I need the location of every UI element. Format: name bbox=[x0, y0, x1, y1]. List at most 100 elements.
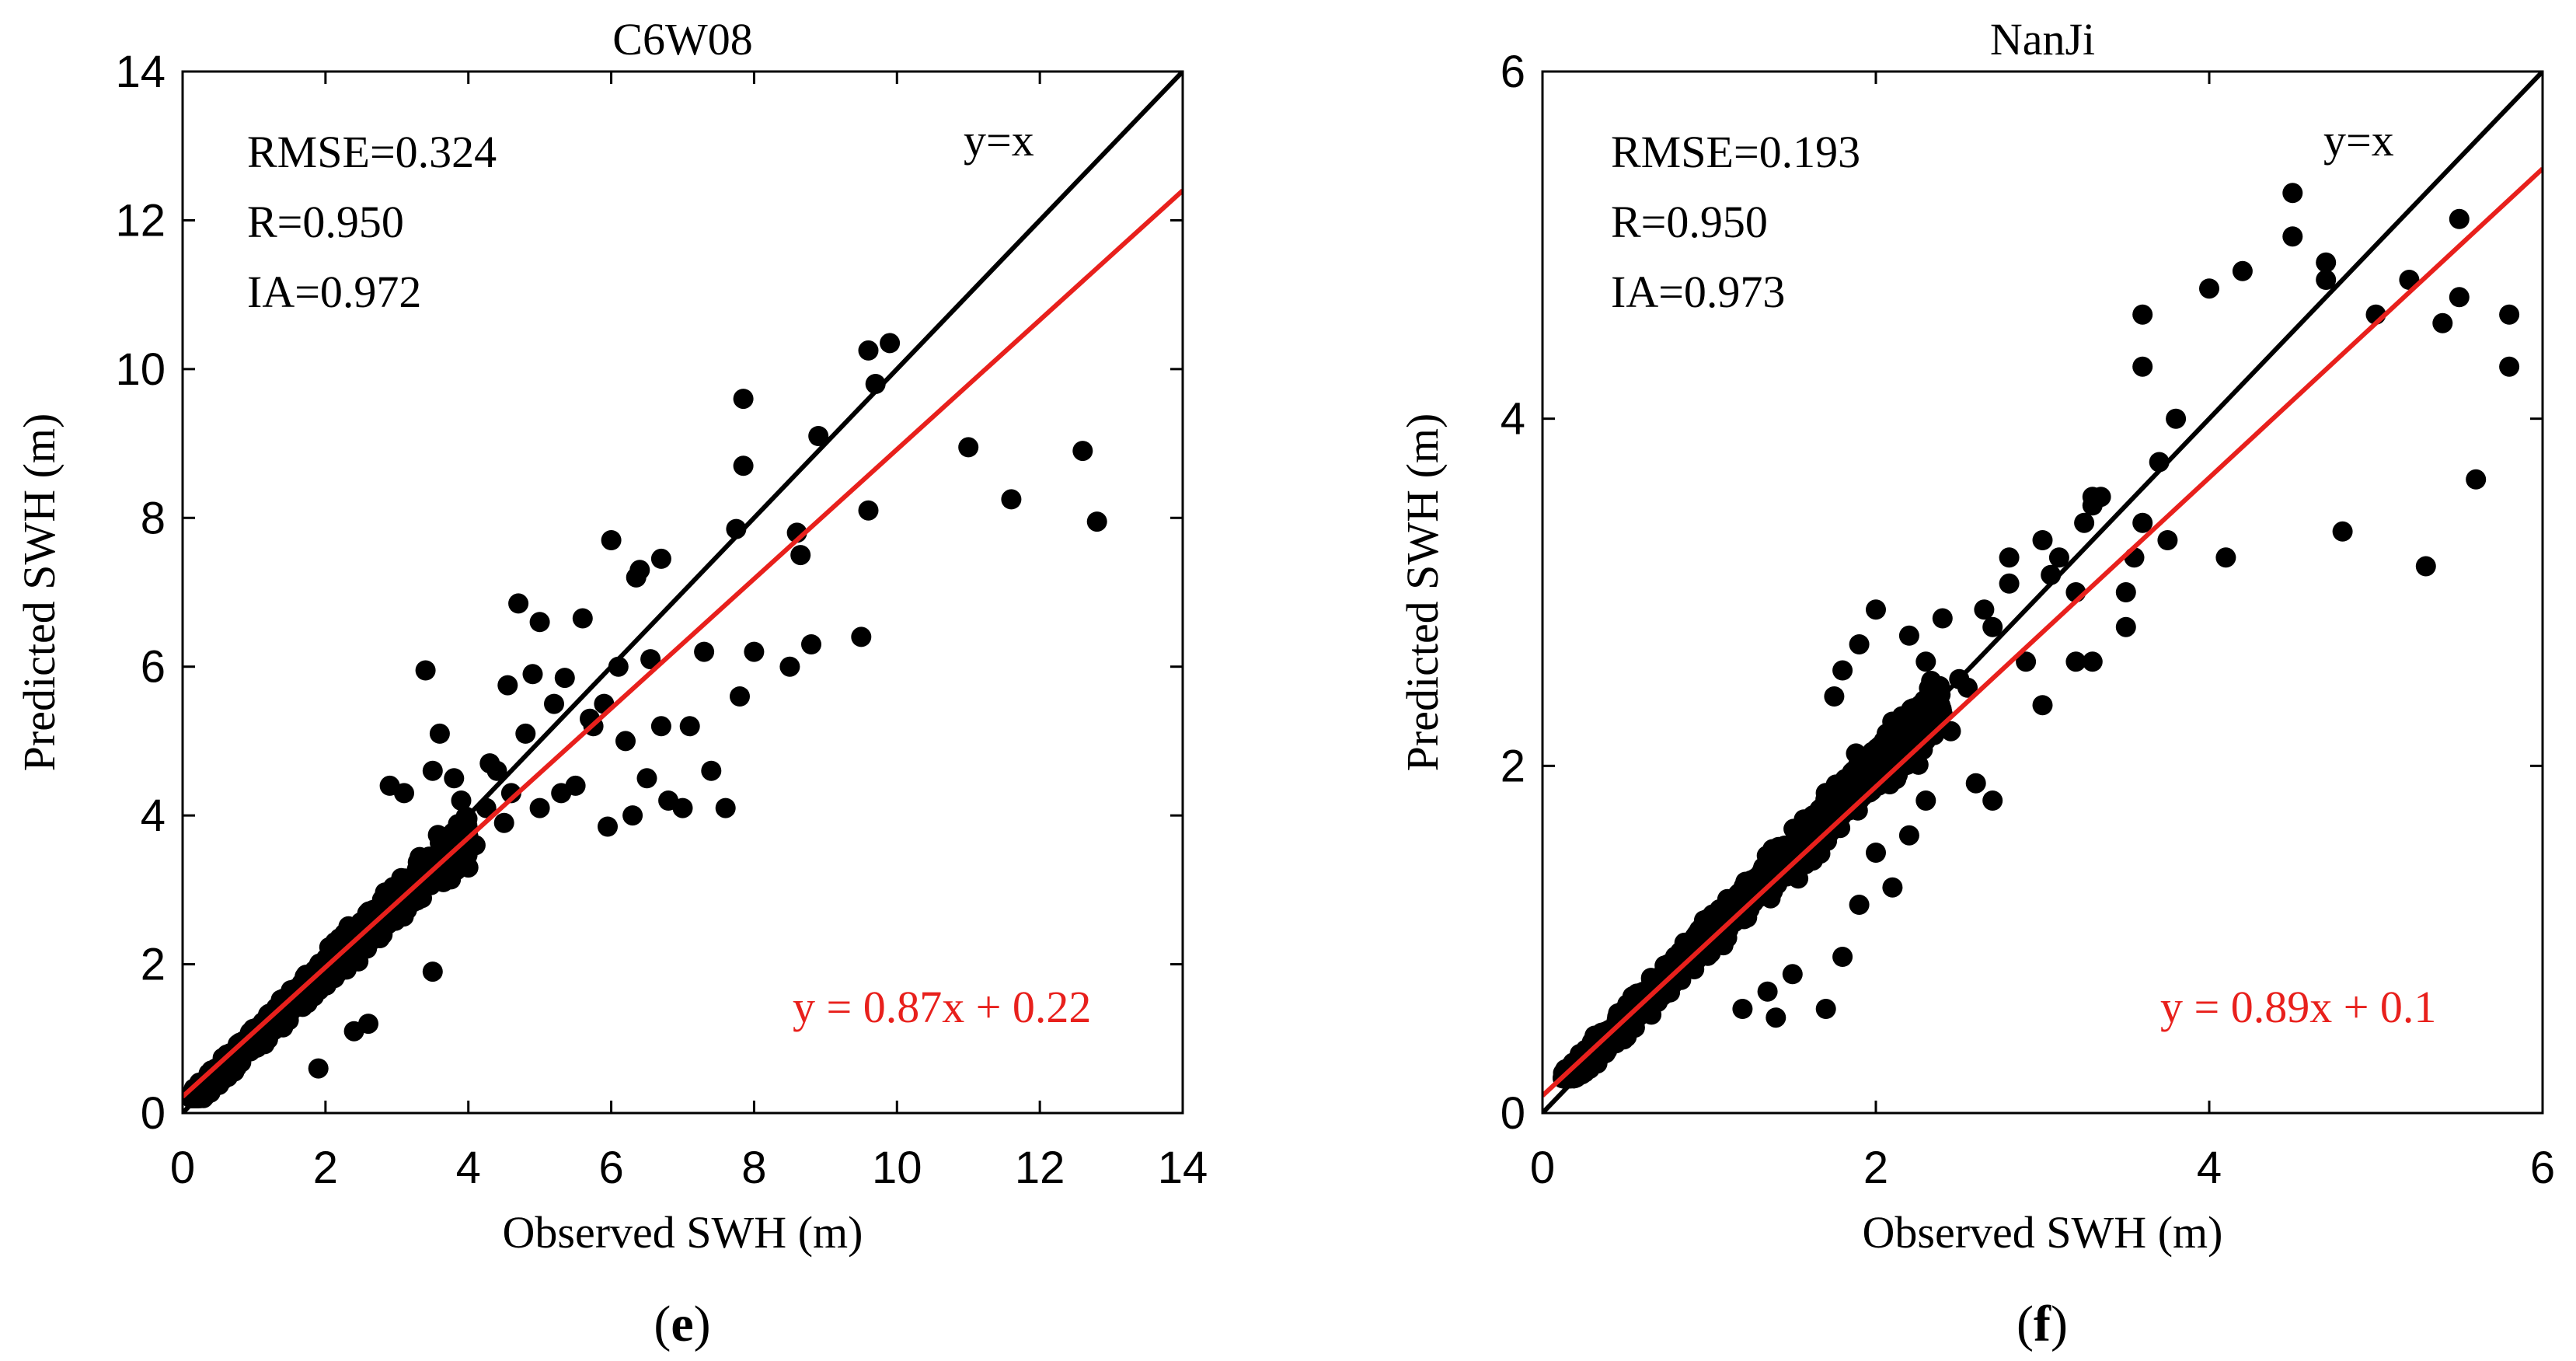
data-point bbox=[650, 548, 671, 569]
x-tick-label: 2 bbox=[1863, 1143, 1888, 1193]
data-point bbox=[808, 426, 829, 446]
x-tick-label: 6 bbox=[598, 1143, 623, 1193]
data-point bbox=[1824, 686, 1845, 707]
data-point bbox=[554, 668, 575, 689]
chart-title: C6W08 bbox=[612, 14, 752, 65]
data-point bbox=[1882, 877, 1903, 898]
stat-text: R=0.950 bbox=[247, 197, 404, 247]
stat-text: R=0.950 bbox=[1611, 197, 1768, 247]
data-point bbox=[1923, 679, 1944, 700]
data-point bbox=[2157, 530, 2178, 550]
data-point bbox=[529, 797, 550, 818]
data-point bbox=[1912, 739, 1933, 760]
identity-line bbox=[183, 72, 1183, 1113]
data-point bbox=[1782, 964, 1803, 985]
data-point bbox=[1732, 999, 1753, 1019]
data-point bbox=[701, 760, 722, 781]
identity-line-label: y=x bbox=[2323, 115, 2394, 166]
data-point bbox=[2115, 582, 2136, 602]
x-tick-label: 12 bbox=[1015, 1143, 1065, 1193]
data-point bbox=[1001, 489, 1022, 510]
data-point bbox=[2115, 616, 2136, 637]
data-point bbox=[2282, 226, 2303, 247]
data-point bbox=[565, 775, 586, 796]
fit-line bbox=[183, 188, 1183, 1099]
data-point bbox=[1832, 947, 1853, 967]
panel-label-f-part: f bbox=[2034, 1296, 2051, 1352]
x-tick-label: 6 bbox=[2530, 1143, 2555, 1193]
data-point bbox=[1915, 790, 1936, 811]
data-point bbox=[1982, 616, 2003, 637]
data-point bbox=[790, 545, 811, 566]
panel-label-e-part: ) bbox=[694, 1296, 711, 1352]
data-point bbox=[2499, 304, 2520, 325]
data-point bbox=[615, 731, 636, 752]
data-point bbox=[779, 656, 800, 677]
data-point bbox=[2132, 512, 2153, 533]
stat-text: RMSE=0.324 bbox=[247, 127, 497, 177]
data-point bbox=[733, 389, 754, 410]
data-point bbox=[394, 783, 414, 804]
data-point bbox=[343, 1021, 364, 1042]
data-point bbox=[2065, 651, 2086, 672]
data-point bbox=[2032, 695, 2053, 716]
data-point bbox=[415, 660, 436, 681]
data-point bbox=[1982, 790, 2003, 811]
y-tick-label: 12 bbox=[115, 195, 166, 246]
x-tick-label: 4 bbox=[456, 1143, 481, 1193]
y-tick-label: 2 bbox=[141, 940, 166, 990]
x-axis-title: Observed SWH (m) bbox=[1863, 1207, 2223, 1258]
panel-label-f-part: ) bbox=[2051, 1296, 2068, 1352]
data-point bbox=[437, 843, 458, 863]
data-point bbox=[1866, 599, 1886, 620]
data-point bbox=[636, 768, 657, 789]
data-point bbox=[1965, 773, 1986, 794]
data-point bbox=[2215, 547, 2236, 568]
data-point bbox=[1866, 843, 1886, 863]
data-point bbox=[429, 723, 450, 744]
data-point bbox=[958, 437, 979, 458]
data-point bbox=[1898, 825, 1919, 846]
data-point bbox=[500, 783, 521, 804]
data-point bbox=[2316, 270, 2337, 290]
data-point bbox=[2199, 278, 2219, 299]
data-point bbox=[2132, 356, 2153, 377]
data-point bbox=[730, 686, 750, 707]
panel-e-scatter-chart: 0 2 4 6 8 10 12 14 0 2 4 6 8 10 12 14 C6W08 Observed SWH … bbox=[14, 14, 1208, 1258]
data-point bbox=[1849, 895, 1870, 915]
data-point bbox=[1086, 511, 1107, 532]
stat-text: RMSE=0.193 bbox=[1611, 127, 1860, 177]
data-point bbox=[851, 626, 872, 647]
x-axis-title: Observed SWH (m) bbox=[503, 1207, 863, 1258]
data-point bbox=[441, 869, 462, 890]
data-point bbox=[544, 693, 564, 714]
data-point bbox=[1999, 573, 2020, 594]
y-axis-title: Predicted SWH (m) bbox=[14, 414, 64, 772]
data-point bbox=[493, 812, 514, 833]
data-point bbox=[1957, 677, 1978, 698]
data-point bbox=[2449, 208, 2470, 229]
data-point bbox=[598, 816, 618, 837]
data-point bbox=[2074, 512, 2095, 533]
panel-label-f: (f) bbox=[2017, 1296, 2068, 1352]
data-point bbox=[650, 716, 671, 737]
data-point bbox=[1849, 634, 1870, 654]
data-point bbox=[2166, 408, 2187, 429]
axes-frame bbox=[1541, 70, 2544, 1115]
reference-lines bbox=[183, 72, 1183, 1113]
data-point bbox=[1874, 731, 1895, 752]
x-tick-label: 4 bbox=[2197, 1143, 2222, 1193]
data-point bbox=[1898, 625, 1919, 646]
data-point bbox=[2449, 287, 2470, 308]
data-point bbox=[451, 790, 472, 811]
data-point bbox=[508, 593, 529, 614]
data-point bbox=[2432, 312, 2453, 333]
data-point bbox=[858, 340, 879, 361]
y-tick-label: 4 bbox=[1501, 394, 1525, 445]
data-point bbox=[2082, 651, 2103, 672]
data-point bbox=[1072, 441, 1093, 462]
panel-label-f-part: ( bbox=[2017, 1296, 2034, 1352]
data-point bbox=[572, 608, 593, 629]
data-point bbox=[497, 675, 518, 696]
panel-f-scatter-chart: 0 2 4 6 0 2 4 6 NanJi Observed SWH (m) Predicted S… bbox=[1397, 14, 2555, 1258]
